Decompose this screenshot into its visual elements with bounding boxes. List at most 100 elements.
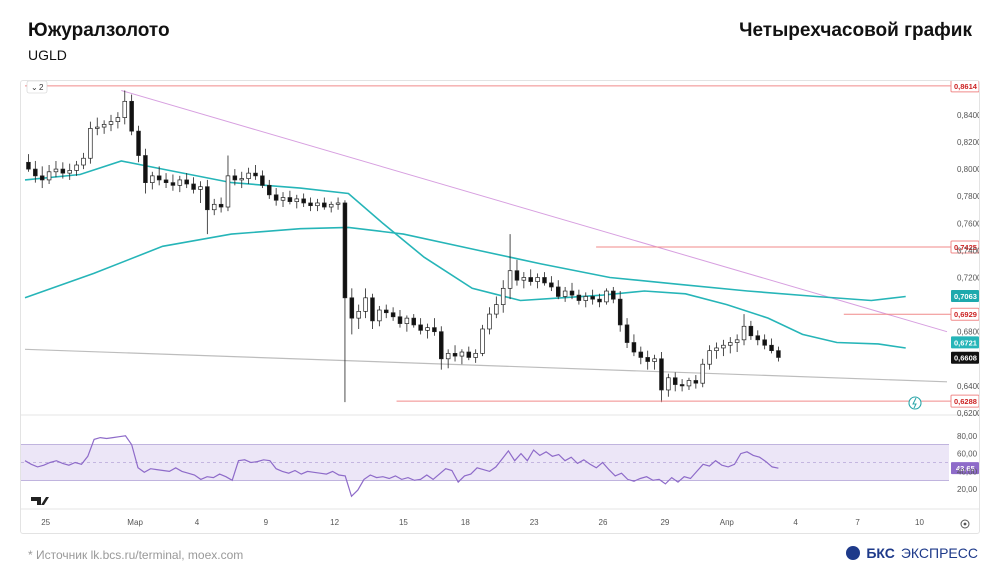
candle-up bbox=[714, 347, 719, 352]
x-tick-label: 4 bbox=[793, 518, 798, 527]
candle-down bbox=[273, 194, 279, 201]
bcs-logo-icon bbox=[846, 546, 861, 560]
candle-up bbox=[239, 178, 244, 181]
ma-slow-line bbox=[24, 226, 906, 302]
lower-channel-line bbox=[24, 348, 948, 383]
price-tag-box bbox=[951, 351, 979, 364]
rsi-y-tick-label: 20,00 bbox=[957, 485, 978, 494]
candle-up bbox=[177, 179, 183, 186]
candle-down bbox=[590, 296, 595, 300]
chevron-down-icon: ⌄ bbox=[31, 83, 38, 92]
candle-down bbox=[679, 384, 685, 387]
candle-up bbox=[88, 128, 93, 159]
price-tag-label: 0,6721 bbox=[954, 338, 977, 347]
ma-fast-line bbox=[24, 160, 906, 349]
candle-down bbox=[26, 161, 31, 170]
candle-down bbox=[232, 175, 238, 181]
candle-up bbox=[480, 328, 485, 354]
candle-up bbox=[445, 353, 451, 360]
rsi-y-tick-label: 60,00 bbox=[957, 450, 978, 459]
settings-gear-icon[interactable] bbox=[960, 519, 970, 529]
candle-up bbox=[487, 313, 492, 330]
candle-up bbox=[335, 202, 341, 205]
candle-down bbox=[301, 198, 306, 204]
indicator-toggle-button[interactable] bbox=[26, 81, 48, 94]
candle-down bbox=[191, 183, 196, 190]
candle-down bbox=[769, 344, 774, 352]
candle-up bbox=[356, 311, 361, 319]
candles bbox=[26, 90, 781, 403]
candle-down bbox=[136, 130, 141, 156]
candle-down bbox=[617, 298, 623, 326]
rsi-line bbox=[24, 435, 779, 498]
candle-up bbox=[562, 290, 568, 297]
candle-up bbox=[95, 126, 100, 129]
candle-up bbox=[246, 172, 251, 179]
rsi-y-tick-label: 40,00 bbox=[957, 467, 978, 476]
candle-down bbox=[776, 350, 781, 358]
candle-down bbox=[411, 317, 416, 326]
candle-down bbox=[624, 324, 630, 343]
candle-down bbox=[556, 286, 561, 297]
candle-down bbox=[528, 277, 533, 282]
candle-down bbox=[308, 202, 313, 207]
rsi-current-tag-box bbox=[951, 462, 979, 475]
candle-down bbox=[542, 277, 547, 284]
candle-up bbox=[53, 168, 59, 173]
price-tag-box bbox=[951, 290, 979, 303]
candle-down bbox=[397, 316, 403, 324]
price-tag-label: 0,7063 bbox=[954, 292, 977, 301]
candle-up bbox=[315, 202, 320, 207]
candle-down bbox=[267, 184, 272, 196]
chart-controls[interactable]: ⌄ 2 bbox=[26, 81, 970, 529]
candle-down bbox=[143, 155, 148, 183]
x-tick-label: 26 bbox=[599, 518, 608, 527]
x-tick-label: 18 bbox=[461, 518, 470, 527]
candle-up bbox=[666, 377, 671, 391]
lightning-icon[interactable] bbox=[908, 396, 922, 410]
candle-up bbox=[74, 164, 79, 171]
candle-up bbox=[507, 270, 513, 289]
candle-down bbox=[569, 290, 575, 296]
candle-up bbox=[150, 175, 155, 183]
candle-up bbox=[122, 100, 128, 118]
rsi-pane: 43,65 bbox=[21, 435, 979, 498]
price-chart[interactable]: 0,8614 0,7425 0,6929 0,6288 0,7063 0,6721 0,66… bbox=[21, 81, 979, 533]
candle-up bbox=[101, 124, 107, 128]
candle-down bbox=[39, 175, 45, 181]
source-note: * Источник lk.bcs.ru/terminal, moex.com bbox=[28, 548, 244, 562]
candle-up bbox=[328, 203, 334, 208]
candle-up bbox=[707, 350, 712, 365]
price-levels: 0,8614 0,7425 0,6929 0,6288 0,7063 0,6721 0,66… bbox=[25, 81, 979, 408]
candle-down bbox=[418, 324, 423, 331]
chart-panel[interactable]: 0,8614 0,7425 0,6929 0,6288 0,7063 0,6721 0,66… bbox=[20, 80, 980, 534]
candle-down bbox=[597, 298, 602, 303]
candle-up bbox=[377, 309, 382, 322]
candle-up bbox=[404, 317, 410, 324]
candle-down bbox=[549, 282, 554, 288]
timeframe-title: Четырехчасовой график bbox=[739, 20, 972, 41]
level-tag-label: 0,7425 bbox=[954, 243, 977, 252]
candle-up bbox=[500, 287, 506, 305]
candle-down bbox=[163, 179, 169, 183]
x-tick-label: 23 bbox=[530, 518, 539, 527]
candle-up bbox=[115, 117, 121, 123]
rsi-current-tag-label: 43,65 bbox=[956, 464, 975, 473]
level-tag-label: 0,6929 bbox=[954, 310, 977, 319]
candle-down bbox=[748, 325, 754, 337]
x-tick-label: 25 bbox=[41, 518, 50, 527]
candle-down bbox=[755, 335, 761, 341]
candle-up bbox=[81, 157, 86, 166]
brand-bold: БКС bbox=[866, 545, 895, 561]
candle-down bbox=[170, 182, 176, 186]
brand-rest: ЭКСПРЕСС bbox=[900, 545, 978, 561]
candle-up bbox=[535, 277, 540, 282]
candle-down bbox=[156, 175, 162, 181]
